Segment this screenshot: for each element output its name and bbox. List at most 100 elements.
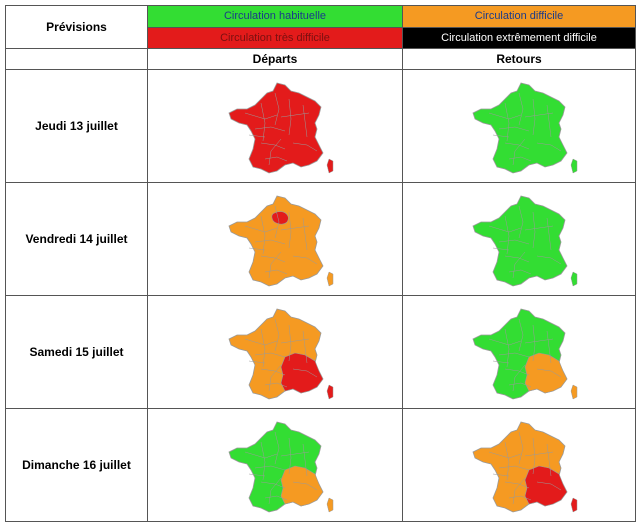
france-map-all-red-depart-jeudi	[228, 82, 334, 174]
department-border	[268, 364, 282, 392]
table-row: Vendredi 14 juillet	[5, 182, 636, 296]
department-border	[302, 330, 308, 364]
department-border	[248, 247, 266, 251]
france-map-orange-southeast-red-depart-samedi	[228, 308, 334, 400]
department-border	[274, 92, 280, 126]
department-border	[536, 368, 562, 378]
france-territory	[472, 82, 568, 174]
department-border	[512, 477, 526, 505]
department-border	[260, 328, 266, 368]
department-border	[244, 338, 278, 346]
retours-column-header: Retours	[402, 48, 636, 70]
corsica-region	[326, 384, 334, 400]
department-border	[274, 205, 280, 239]
highlighted-region	[280, 352, 324, 394]
retour-map-cell	[402, 408, 636, 522]
department-border	[532, 211, 536, 249]
department-border	[532, 437, 536, 475]
department-border	[248, 134, 266, 138]
france-territory	[228, 195, 324, 287]
highlighted-region	[271, 211, 289, 225]
france-map-green-southeast-orange-depart-dimanche	[228, 421, 334, 513]
department-border	[254, 465, 286, 471]
department-border	[498, 465, 530, 471]
department-border	[508, 156, 532, 162]
department-border	[268, 251, 282, 279]
corsica-region	[570, 384, 578, 400]
department-border	[492, 134, 510, 138]
department-border	[512, 251, 526, 279]
department-border	[280, 451, 310, 457]
department-border	[512, 138, 526, 166]
department-border	[488, 338, 522, 346]
empty-header-cell	[5, 48, 148, 70]
previsions-header: Prévisions	[5, 5, 148, 49]
depart-map-cell	[147, 408, 403, 522]
corsica-region	[326, 158, 334, 174]
department-border	[504, 368, 530, 376]
department-border	[264, 156, 288, 162]
retour-map-cell	[402, 182, 636, 296]
department-border	[536, 142, 562, 152]
department-border	[508, 382, 532, 388]
table-row: Dimanche 16 juillet	[5, 408, 636, 522]
department-border	[264, 269, 288, 275]
department-border	[524, 451, 554, 457]
depart-map-cell	[147, 182, 403, 296]
department-border	[488, 112, 522, 120]
department-border	[302, 104, 308, 138]
department-border	[248, 473, 266, 477]
department-border	[492, 360, 510, 364]
department-border	[268, 477, 282, 505]
depart-map-cell	[147, 69, 403, 183]
department-border	[524, 112, 554, 118]
corsica-region	[570, 271, 578, 287]
corsica-region	[326, 271, 334, 287]
department-border	[288, 211, 292, 249]
department-border	[268, 138, 282, 166]
department-border	[302, 217, 308, 251]
department-border	[546, 330, 552, 364]
table-row: Samedi 15 juillet	[5, 295, 636, 409]
department-border	[518, 92, 524, 126]
department-border	[546, 443, 552, 477]
department-border	[292, 255, 318, 265]
department-border	[492, 473, 510, 477]
department-border	[248, 360, 266, 364]
department-border	[260, 215, 266, 255]
department-border	[280, 225, 310, 231]
department-border	[260, 481, 286, 489]
department-border	[504, 328, 510, 368]
department-border	[492, 247, 510, 251]
department-border	[292, 142, 318, 152]
department-border	[532, 98, 536, 136]
legend-habituelle-label: Circulation habituelle	[223, 10, 327, 23]
row-label: Jeudi 13 juillet	[5, 69, 148, 183]
department-border	[524, 225, 554, 231]
department-border	[280, 112, 310, 118]
highlighted-region	[524, 352, 568, 394]
table-row: Jeudi 13 juillet	[5, 69, 636, 183]
legend-tres-difficile: Circulation très difficile	[147, 26, 403, 49]
department-border	[498, 126, 530, 132]
legend-extremement-difficile: Circulation extrêmement difficile	[402, 26, 636, 49]
department-border	[524, 338, 554, 344]
legend-tres-difficile-label: Circulation très difficile	[220, 31, 330, 44]
corsica-region	[326, 497, 334, 513]
department-border	[302, 443, 308, 477]
department-border	[254, 239, 286, 245]
row-label: Vendredi 14 juillet	[5, 182, 148, 296]
legend-extremement-difficile-label: Circulation extrêmement difficile	[441, 31, 597, 44]
legend-difficile: Circulation difficile	[402, 5, 636, 28]
department-border	[254, 352, 286, 358]
department-border	[260, 142, 286, 150]
department-border	[274, 431, 280, 465]
department-border	[508, 269, 532, 275]
department-border	[536, 255, 562, 265]
row-label: Samedi 15 juillet	[5, 295, 148, 409]
france-map-orange-paris-red-depart-vendredi	[228, 195, 334, 287]
department-border	[274, 318, 280, 352]
row-label: Dimanche 16 juillet	[5, 408, 148, 522]
department-border	[260, 441, 266, 481]
legend-difficile-label: Circulation difficile	[474, 10, 564, 23]
